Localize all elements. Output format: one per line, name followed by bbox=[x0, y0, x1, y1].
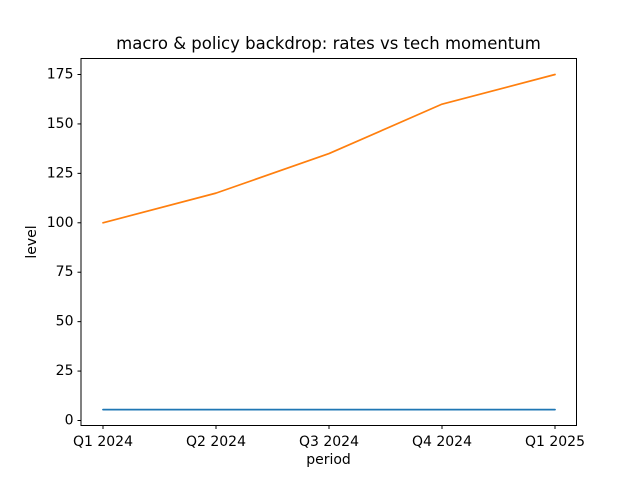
x-tick-label: Q4 2024 bbox=[412, 434, 472, 450]
x-tick-label: Q2 2024 bbox=[186, 434, 246, 450]
y-axis-ticks: 0 25 50 75 100 125 150 175 bbox=[47, 67, 81, 429]
x-tick-label: Q1 2024 bbox=[73, 434, 133, 450]
y-tick-label: 125 bbox=[47, 165, 74, 181]
x-axis-label: period bbox=[306, 452, 351, 468]
y-tick-label: 175 bbox=[47, 67, 74, 83]
x-tick-label: Q1 2025 bbox=[525, 434, 585, 450]
y-tick-label: 50 bbox=[56, 314, 74, 330]
y-tick-label: 100 bbox=[47, 215, 74, 231]
y-tick-label: 150 bbox=[47, 116, 74, 132]
chart-title: macro & policy backdrop: rates vs tech m… bbox=[116, 34, 541, 53]
x-axis-ticks: Q1 2024 Q2 2024 Q3 2024 Q4 2024 Q1 2025 bbox=[73, 425, 585, 450]
series-line-tech-momentum bbox=[102, 73, 556, 224]
y-axis-label: level bbox=[24, 225, 40, 258]
series-lines bbox=[102, 73, 556, 411]
y-tick-label: 25 bbox=[56, 363, 74, 379]
y-tick-label: 0 bbox=[65, 413, 74, 429]
plot-area bbox=[80, 58, 577, 426]
y-tick-label: 75 bbox=[56, 264, 74, 280]
x-tick-label: Q3 2024 bbox=[299, 434, 359, 450]
